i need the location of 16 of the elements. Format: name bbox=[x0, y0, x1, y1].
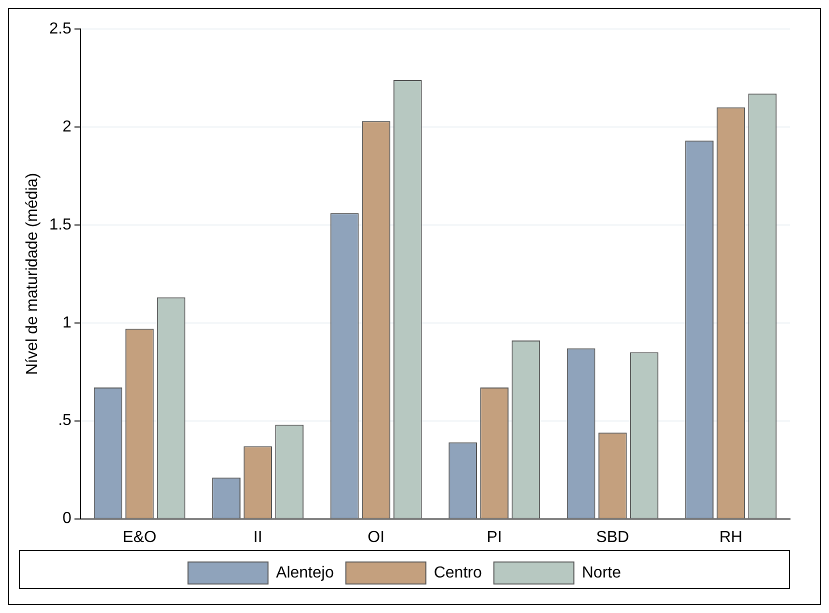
y-tick-label: 1.5 bbox=[49, 216, 72, 234]
y-tick-label: 1 bbox=[62, 314, 72, 332]
x-tick-label: RH bbox=[719, 528, 742, 546]
y-tick-label: 0 bbox=[62, 510, 72, 528]
y-axis-title: Nível de maturidade (média) bbox=[24, 172, 42, 375]
x-tick-label: PI bbox=[486, 528, 502, 546]
y-tick-label: .5 bbox=[58, 412, 72, 430]
x-tick-label: OI bbox=[368, 528, 385, 546]
legend-label: Norte bbox=[582, 564, 622, 582]
legend-label: Centro bbox=[434, 564, 482, 582]
x-tick-label: SBD bbox=[596, 528, 630, 546]
x-tick-label: II bbox=[253, 528, 262, 546]
legend-label: Alentejo bbox=[276, 564, 334, 582]
y-tick-label: 2 bbox=[62, 118, 72, 136]
y-tick-label: 2.5 bbox=[49, 20, 72, 38]
x-tick-label: E&O bbox=[122, 528, 156, 546]
